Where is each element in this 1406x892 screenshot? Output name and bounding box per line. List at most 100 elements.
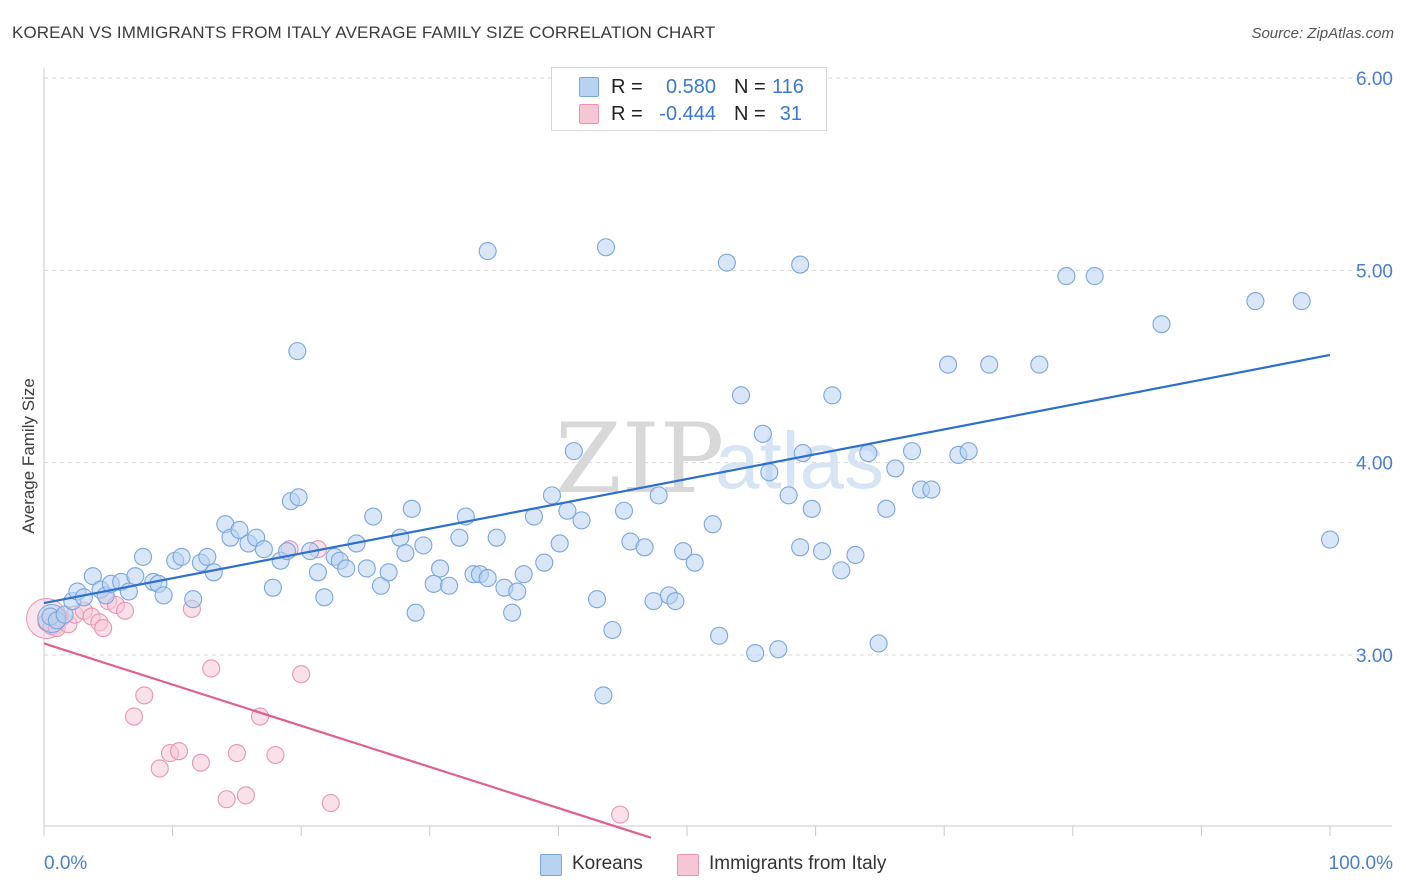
italy-point	[94, 619, 113, 638]
r-value: -0.444	[659, 103, 716, 125]
korean-point	[1057, 267, 1076, 286]
chart-title: KOREAN VS IMMIGRANTS FROM ITALY AVERAGE …	[12, 23, 716, 42]
korean-point	[1030, 355, 1049, 374]
korean-point	[846, 545, 865, 565]
korean-point	[133, 547, 153, 566]
korean-point	[753, 424, 772, 443]
korean-point	[614, 501, 634, 520]
korean-point	[666, 592, 685, 611]
korean-point	[802, 499, 821, 518]
gridlines	[44, 77, 1392, 656]
korean-point	[594, 686, 613, 705]
korean-point	[508, 582, 527, 601]
y-tick-label: 3.00	[1356, 646, 1393, 667]
korean-point	[859, 443, 878, 463]
italy-label: Immigrants from Italy	[709, 853, 887, 874]
tick-labels: 3.00 4.00 5.00 6.00 0.0% 100.0%	[44, 69, 1393, 874]
koreans-label: Koreans	[572, 853, 643, 874]
italy-point	[135, 686, 154, 705]
korean-point	[230, 520, 249, 540]
korean-point	[587, 590, 607, 609]
italy-point	[611, 805, 630, 824]
korean-point	[1292, 292, 1311, 311]
koreans-trend-line	[43, 353, 1331, 605]
korean-point	[939, 355, 958, 374]
x-tick-label: 100.0%	[1329, 853, 1394, 874]
r-label: R =	[611, 103, 643, 125]
korean-point	[603, 620, 622, 640]
italy-point	[150, 759, 169, 778]
korean-point	[450, 528, 469, 547]
korean-point	[793, 443, 812, 463]
korean-point	[440, 576, 459, 595]
korean-point	[83, 567, 102, 586]
korean-point	[478, 242, 497, 261]
italy-point	[321, 794, 340, 813]
trend-lines	[43, 353, 1331, 839]
r-label: R =	[611, 76, 643, 98]
korean-point	[379, 563, 398, 582]
watermark: ZIP atlas	[555, 403, 884, 515]
korean-point	[535, 553, 554, 572]
italy-point	[115, 601, 135, 620]
x-tick-label: 0.0%	[44, 853, 87, 874]
korean-point	[487, 528, 506, 547]
korean-point	[703, 515, 722, 534]
italy-point	[202, 659, 221, 678]
korean-point	[877, 499, 896, 518]
n-value: 31	[779, 103, 802, 125]
korean-point	[769, 640, 788, 659]
korean-point	[542, 486, 562, 505]
y-tick-label: 6.00	[1356, 69, 1393, 90]
n-label: N =	[734, 103, 766, 125]
italy-point	[227, 744, 246, 763]
korean-point	[674, 542, 693, 561]
korean-point	[922, 480, 941, 499]
korean-point	[1246, 292, 1265, 311]
korean-point	[779, 486, 798, 505]
korean-point	[308, 563, 327, 582]
axes	[43, 68, 1392, 836]
korean-point	[402, 499, 421, 518]
korean-point	[424, 574, 443, 593]
korean-point	[371, 576, 390, 595]
korean-point	[717, 253, 736, 272]
korean-point	[126, 567, 145, 586]
korean-point	[1320, 530, 1340, 549]
korean-point	[288, 342, 307, 361]
korean-point	[172, 547, 191, 566]
italy-point	[124, 707, 144, 726]
r-value: 0.580	[665, 76, 716, 98]
korean-point	[812, 542, 832, 561]
korean-point	[1152, 315, 1171, 334]
stats-legend: R = 0.580 N = 116 R = -0.444 N = 31	[551, 67, 827, 131]
korean-point	[406, 603, 425, 622]
italy-point	[169, 742, 189, 761]
italy-point	[191, 753, 210, 772]
korean-point	[55, 605, 74, 624]
korean-point	[760, 463, 779, 482]
korean-point	[635, 538, 654, 557]
korean-point	[337, 559, 356, 578]
korean-point	[289, 488, 308, 507]
korean-point	[791, 538, 810, 557]
korean-point	[198, 547, 217, 566]
korean-point	[414, 536, 433, 555]
italy-point	[236, 786, 255, 805]
korean-point	[263, 578, 282, 597]
korean-point	[431, 559, 450, 578]
korean-point	[886, 459, 905, 478]
n-value: 116	[772, 76, 804, 98]
korean-point	[396, 544, 415, 563]
korean-point	[357, 559, 376, 578]
korean-point	[478, 569, 497, 588]
italy-swatch	[579, 104, 599, 124]
korean-point	[550, 534, 569, 553]
koreans-swatch	[579, 77, 599, 97]
korean-point	[959, 442, 978, 461]
korean-point	[364, 507, 383, 526]
korean-point	[980, 355, 999, 374]
korean-point	[184, 590, 203, 609]
korean-point	[791, 255, 810, 274]
